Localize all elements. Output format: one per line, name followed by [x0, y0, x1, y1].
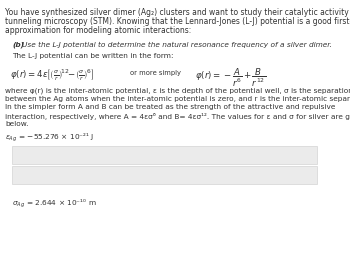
Text: or more simply: or more simply — [130, 70, 181, 76]
Text: $\sigma_{Ag}$ = 2.644 × 10⁻¹⁰ m: $\sigma_{Ag}$ = 2.644 × 10⁻¹⁰ m — [12, 198, 97, 211]
Text: tunneling microscopy (STM). Knowing that the Lennard-Jones (L-J) potential is a : tunneling microscopy (STM). Knowing that… — [5, 17, 350, 26]
Text: between the Ag atoms when the inter-atomic potential is zero, and r is the inter: between the Ag atoms when the inter-atom… — [5, 95, 350, 102]
Text: You have synthesized silver dimer (Ag₂) clusters and want to study their catalyt: You have synthesized silver dimer (Ag₂) … — [5, 8, 350, 17]
Text: interaction, respectively, where A = 4εσ⁶ and B= 4εσ¹². The values for ε and σ f: interaction, respectively, where A = 4εσ… — [5, 113, 350, 120]
Text: (b): (b) — [12, 42, 24, 49]
FancyBboxPatch shape — [12, 166, 317, 184]
Text: In the simpler form A and B can be treated as the strength of the attractive and: In the simpler form A and B can be treat… — [5, 104, 335, 110]
Text: $\varphi(r) = -\dfrac{A}{r^{6}} + \dfrac{B}{r^{12}}$: $\varphi(r) = -\dfrac{A}{r^{6}} + \dfrac… — [195, 67, 266, 89]
Text: below.: below. — [5, 121, 28, 127]
Text: Use the L-J potential to determine the natural resonance frequency of a silver d: Use the L-J potential to determine the n… — [22, 42, 332, 48]
Text: where φ(r) is the inter-atomic potential, ε is the depth of the potential well, : where φ(r) is the inter-atomic potential… — [5, 87, 350, 94]
Text: The L-J potential can be written in the form:: The L-J potential can be written in the … — [12, 53, 174, 59]
Text: approximation for modeling atomic interactions:: approximation for modeling atomic intera… — [5, 26, 191, 35]
FancyBboxPatch shape — [12, 146, 317, 164]
Text: $\varepsilon_{Ag}$ = −55.276 × 10⁻²¹ J: $\varepsilon_{Ag}$ = −55.276 × 10⁻²¹ J — [5, 131, 95, 144]
Text: $\varphi(r) = 4\varepsilon\left[\left(\frac{\sigma}{r}\right)^{\!12}\!\!-\!\left: $\varphi(r) = 4\varepsilon\left[\left(\f… — [10, 67, 94, 83]
